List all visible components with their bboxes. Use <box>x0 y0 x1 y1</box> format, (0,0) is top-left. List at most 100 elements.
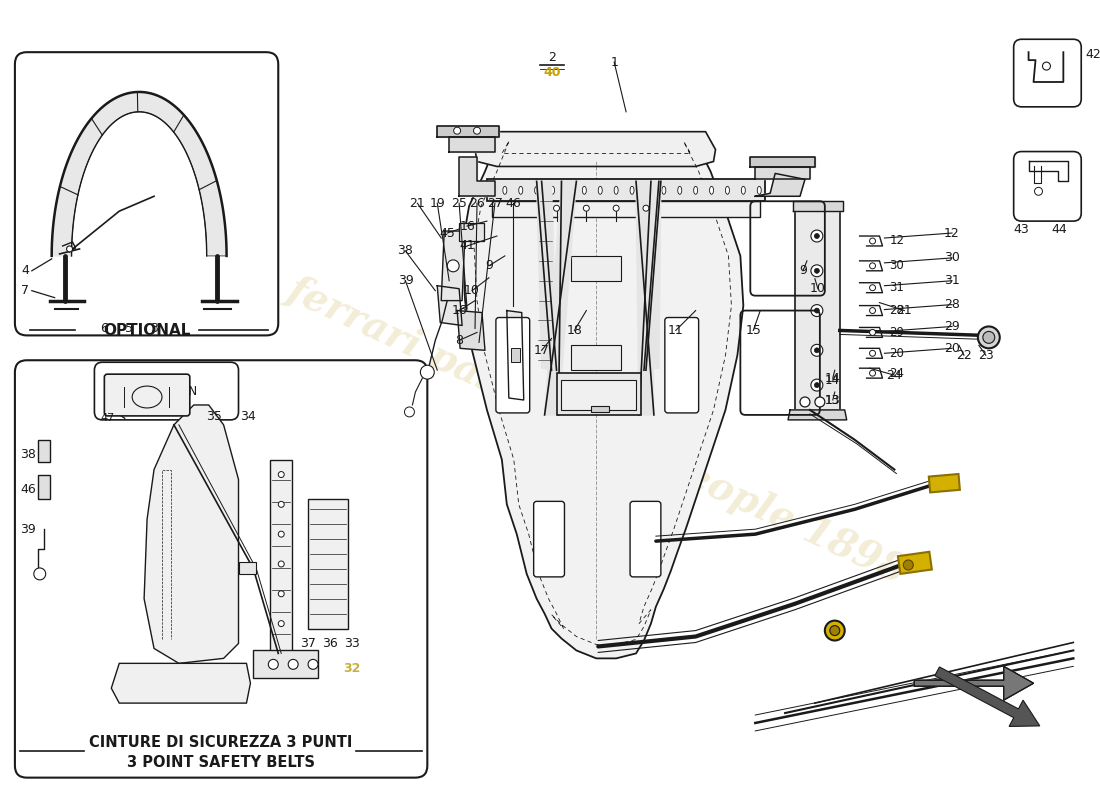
Text: 12: 12 <box>944 226 960 239</box>
Text: 35: 35 <box>206 410 221 423</box>
Ellipse shape <box>614 186 618 194</box>
Text: 20: 20 <box>944 342 960 355</box>
Ellipse shape <box>646 186 650 194</box>
Text: 21: 21 <box>896 304 912 317</box>
Circle shape <box>870 238 876 244</box>
Text: 42: 42 <box>1086 48 1100 61</box>
Circle shape <box>1043 62 1050 70</box>
Circle shape <box>278 471 284 478</box>
Text: 13: 13 <box>825 394 839 406</box>
Text: 18: 18 <box>566 324 582 337</box>
Polygon shape <box>507 310 524 400</box>
Circle shape <box>815 397 825 407</box>
Text: 29: 29 <box>890 326 904 339</box>
Circle shape <box>583 206 590 211</box>
Text: 3 POINT SAFETY BELTS: 3 POINT SAFETY BELTS <box>126 755 315 770</box>
Ellipse shape <box>694 186 697 194</box>
Bar <box>487 179 766 202</box>
Polygon shape <box>449 137 495 151</box>
Circle shape <box>613 206 619 211</box>
Bar <box>795 211 839 410</box>
Polygon shape <box>788 410 847 420</box>
Circle shape <box>278 591 284 597</box>
Polygon shape <box>475 132 715 166</box>
Text: 24: 24 <box>887 369 902 382</box>
Ellipse shape <box>983 331 994 343</box>
Circle shape <box>829 626 839 635</box>
Text: 21: 21 <box>409 197 426 210</box>
Bar <box>459 223 484 241</box>
Text: 9: 9 <box>485 259 493 272</box>
Text: OPTIONAL: OPTIONAL <box>103 323 190 338</box>
Text: 33: 33 <box>344 637 360 650</box>
Text: 29: 29 <box>944 320 960 333</box>
Circle shape <box>405 407 415 417</box>
Text: 8: 8 <box>455 334 463 347</box>
Circle shape <box>67 246 73 252</box>
Circle shape <box>448 260 459 272</box>
Ellipse shape <box>535 186 539 194</box>
Ellipse shape <box>503 186 507 194</box>
Text: 26: 26 <box>469 197 485 210</box>
Text: 38: 38 <box>20 448 36 461</box>
Text: 11: 11 <box>668 324 683 337</box>
Text: 39: 39 <box>397 274 414 287</box>
Bar <box>561 380 636 410</box>
Ellipse shape <box>519 186 522 194</box>
Ellipse shape <box>726 186 729 194</box>
Circle shape <box>814 234 820 238</box>
Text: 25: 25 <box>451 197 468 210</box>
Circle shape <box>903 560 913 570</box>
Text: 40: 40 <box>543 66 561 78</box>
Polygon shape <box>459 157 495 196</box>
Polygon shape <box>544 182 576 415</box>
Circle shape <box>278 621 284 626</box>
Text: 31: 31 <box>890 282 904 294</box>
Circle shape <box>870 370 876 376</box>
Polygon shape <box>462 137 744 658</box>
Ellipse shape <box>757 186 761 194</box>
Circle shape <box>278 561 284 567</box>
Text: 36: 36 <box>322 637 338 650</box>
Circle shape <box>553 206 560 211</box>
Text: 46: 46 <box>505 197 520 210</box>
Text: 47: 47 <box>100 413 114 423</box>
Circle shape <box>814 308 820 313</box>
Text: ferrari passion for people 1898: ferrari passion for people 1898 <box>282 270 911 590</box>
Text: 1: 1 <box>610 56 618 69</box>
Ellipse shape <box>598 186 602 194</box>
Polygon shape <box>756 174 805 196</box>
Circle shape <box>811 230 823 242</box>
Text: 16: 16 <box>451 304 468 317</box>
Circle shape <box>420 366 434 379</box>
Text: 20: 20 <box>890 346 904 360</box>
Circle shape <box>811 344 823 356</box>
Text: 45: 45 <box>439 226 455 239</box>
Text: 27: 27 <box>487 197 503 210</box>
Text: 10: 10 <box>810 282 826 295</box>
Circle shape <box>473 127 481 134</box>
Text: 3: 3 <box>150 322 158 335</box>
Text: 17: 17 <box>534 344 550 357</box>
Bar <box>592 406 609 412</box>
Text: 14: 14 <box>825 372 840 385</box>
Text: USA - CDN: USA - CDN <box>135 385 197 398</box>
Bar <box>898 552 932 574</box>
Bar <box>253 650 318 678</box>
Bar <box>308 499 348 629</box>
Text: 7: 7 <box>21 284 29 297</box>
Text: 12: 12 <box>890 234 904 247</box>
Bar <box>239 562 256 574</box>
Polygon shape <box>111 663 251 703</box>
Polygon shape <box>438 286 462 326</box>
Text: 44: 44 <box>1052 222 1067 235</box>
Ellipse shape <box>582 186 586 194</box>
Text: 13: 13 <box>825 394 840 406</box>
Polygon shape <box>914 666 1034 700</box>
Text: 30: 30 <box>890 259 904 272</box>
Circle shape <box>644 206 649 211</box>
Ellipse shape <box>741 186 746 194</box>
Circle shape <box>34 568 46 580</box>
Circle shape <box>453 127 461 134</box>
Bar <box>510 348 519 362</box>
